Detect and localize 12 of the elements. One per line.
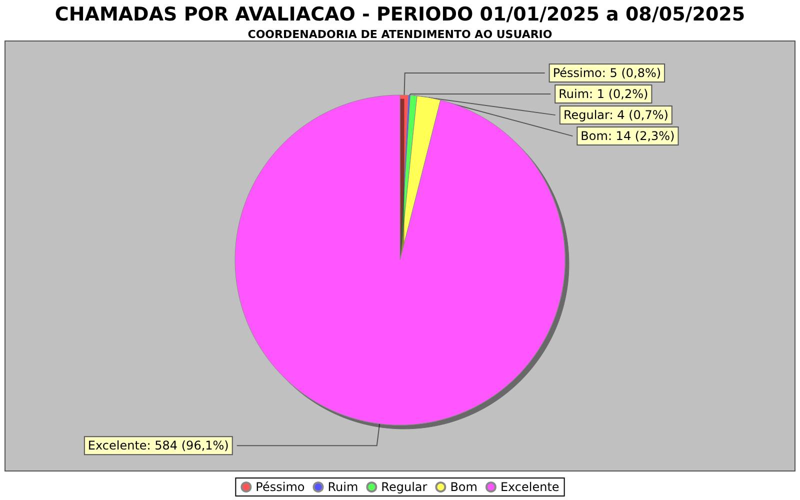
legend-label: Péssimo bbox=[256, 480, 305, 494]
data-label: Excelente: 584 (96,1%) bbox=[88, 438, 229, 453]
data-label: Regular: 4 (0,7%) bbox=[563, 108, 668, 122]
legend-label: Bom bbox=[450, 480, 478, 494]
chart-title: CHAMADAS POR AVALIACAO - PERIODO 01/01/2025 a 08/05/2025 bbox=[54, 4, 746, 26]
data-label: Bom: 14 (2,3%) bbox=[580, 129, 675, 144]
legend-label: Ruim bbox=[328, 480, 358, 494]
chart-subtitle: COORDENADORIA DE ATENDIMENTO AO USUARIO bbox=[248, 28, 552, 41]
legend-label: Excelente bbox=[500, 480, 560, 494]
data-label: Ruim: 1 (0,2%) bbox=[558, 87, 648, 102]
data-label: Péssimo: 5 (0,8%) bbox=[552, 66, 662, 80]
legend-label: Regular bbox=[381, 480, 428, 494]
